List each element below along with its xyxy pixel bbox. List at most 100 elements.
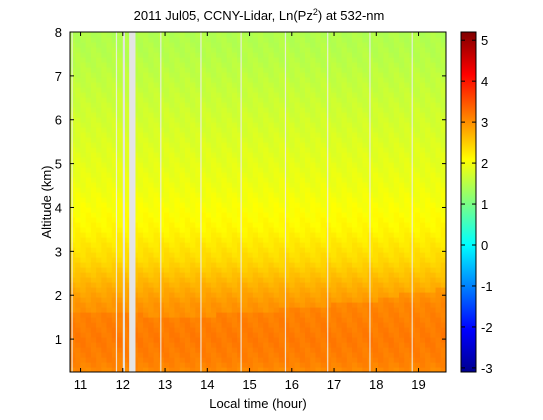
heatmap-cell — [169, 142, 176, 148]
heatmap-cell — [310, 257, 317, 263]
heatmap-cell — [148, 257, 155, 263]
heatmap-cell — [388, 67, 395, 73]
heatmap-cell — [70, 257, 76, 263]
heatmap-cell — [117, 82, 123, 88]
heatmap-cell — [237, 122, 243, 128]
heatmap-cell — [383, 87, 390, 93]
heatmap-cell — [362, 82, 369, 88]
heatmap-cell — [278, 102, 285, 108]
heatmap-cell — [132, 137, 139, 143]
heatmap-cell — [122, 337, 129, 343]
heatmap-cell — [237, 67, 243, 73]
heatmap-cell — [221, 307, 228, 313]
heatmap-cell — [80, 42, 87, 48]
heatmap-cell — [320, 67, 327, 73]
heatmap-cell — [148, 152, 155, 158]
heatmap-cell — [70, 152, 76, 158]
heatmap-cell — [378, 97, 384, 103]
heatmap-cell — [278, 227, 285, 233]
heatmap-cell — [158, 332, 165, 338]
heatmap-cell — [242, 182, 249, 188]
heatmap-cell — [336, 177, 343, 183]
heatmap-cell — [101, 127, 108, 133]
heatmap-cell — [294, 167, 301, 173]
heatmap-cell — [388, 142, 395, 148]
heatmap-cell — [80, 217, 87, 223]
heatmap-cell — [174, 202, 181, 208]
heatmap-cell — [331, 282, 337, 288]
heatmap-cell — [399, 102, 405, 108]
heatmap-cell — [143, 277, 149, 283]
heatmap-cell — [367, 327, 374, 333]
heatmap-cell — [70, 77, 76, 83]
heatmap-cell — [419, 222, 426, 228]
heatmap-cell — [90, 242, 97, 248]
heatmap-cell — [346, 177, 353, 183]
heatmap-cell — [122, 167, 129, 173]
heatmap-cell — [315, 342, 322, 348]
heatmap-cell — [179, 157, 186, 163]
heatmap-cell — [320, 347, 327, 353]
heatmap-cell — [205, 147, 212, 153]
heatmap-cell — [325, 112, 332, 118]
heatmap-cell — [164, 152, 170, 158]
heatmap-cell — [315, 197, 322, 203]
heatmap-cell — [231, 247, 238, 253]
heatmap-cell — [440, 127, 446, 133]
heatmap-cell — [96, 277, 102, 283]
heatmap-cell — [425, 152, 431, 158]
heatmap-cell — [179, 312, 186, 318]
heatmap-cell — [440, 257, 446, 263]
heatmap-cell — [305, 82, 311, 88]
heatmap-cell — [305, 222, 311, 228]
heatmap-cell — [237, 137, 243, 143]
heatmap-cell — [258, 47, 264, 53]
heatmap-cell — [341, 262, 348, 268]
heatmap-cell — [106, 272, 113, 278]
heatmap-cell — [143, 42, 149, 48]
heatmap-cell — [190, 272, 196, 278]
heatmap-cell — [414, 342, 421, 348]
heatmap-cell — [430, 137, 437, 143]
heatmap-cell — [137, 252, 144, 258]
heatmap-cell — [294, 282, 301, 288]
heatmap-cell — [184, 357, 191, 363]
heatmap-cell — [310, 177, 317, 183]
heatmap-cell — [367, 117, 374, 123]
heatmap-cell — [247, 137, 254, 143]
heatmap-cell — [247, 187, 254, 193]
heatmap-cell — [388, 327, 395, 333]
heatmap-cell — [284, 72, 290, 78]
heatmap-cell — [299, 47, 306, 53]
heatmap-cell — [346, 132, 353, 138]
heatmap-cell — [352, 337, 358, 343]
heatmap-cell — [195, 87, 202, 93]
heatmap-cell — [216, 77, 223, 83]
heatmap-cell — [106, 172, 113, 178]
heatmap-cell — [111, 352, 118, 358]
heatmap-cell — [310, 172, 317, 178]
heatmap-cell — [122, 157, 129, 163]
heatmap-cell — [393, 202, 400, 208]
heatmap-cell — [341, 237, 348, 243]
heatmap-cell — [117, 187, 123, 193]
heatmap-cell — [205, 172, 212, 178]
heatmap-cell — [247, 282, 254, 288]
heatmap-cell — [305, 52, 311, 58]
heatmap-cell — [372, 182, 379, 188]
heatmap-cell — [242, 92, 249, 98]
heatmap-cell — [315, 222, 322, 228]
heatmap-cell — [169, 297, 176, 303]
heatmap-cell — [101, 132, 108, 138]
heatmap-cell — [158, 67, 165, 73]
heatmap-cell — [70, 177, 76, 183]
heatmap-cell — [80, 197, 87, 203]
heatmap-cell — [315, 247, 322, 253]
heatmap-cell — [190, 42, 196, 48]
heatmap-cell — [96, 122, 102, 128]
heatmap-cell — [320, 277, 327, 283]
heatmap-cell — [284, 177, 290, 183]
heatmap-cell — [362, 92, 369, 98]
heatmap-cell — [143, 317, 149, 323]
heatmap-cell — [331, 292, 337, 298]
